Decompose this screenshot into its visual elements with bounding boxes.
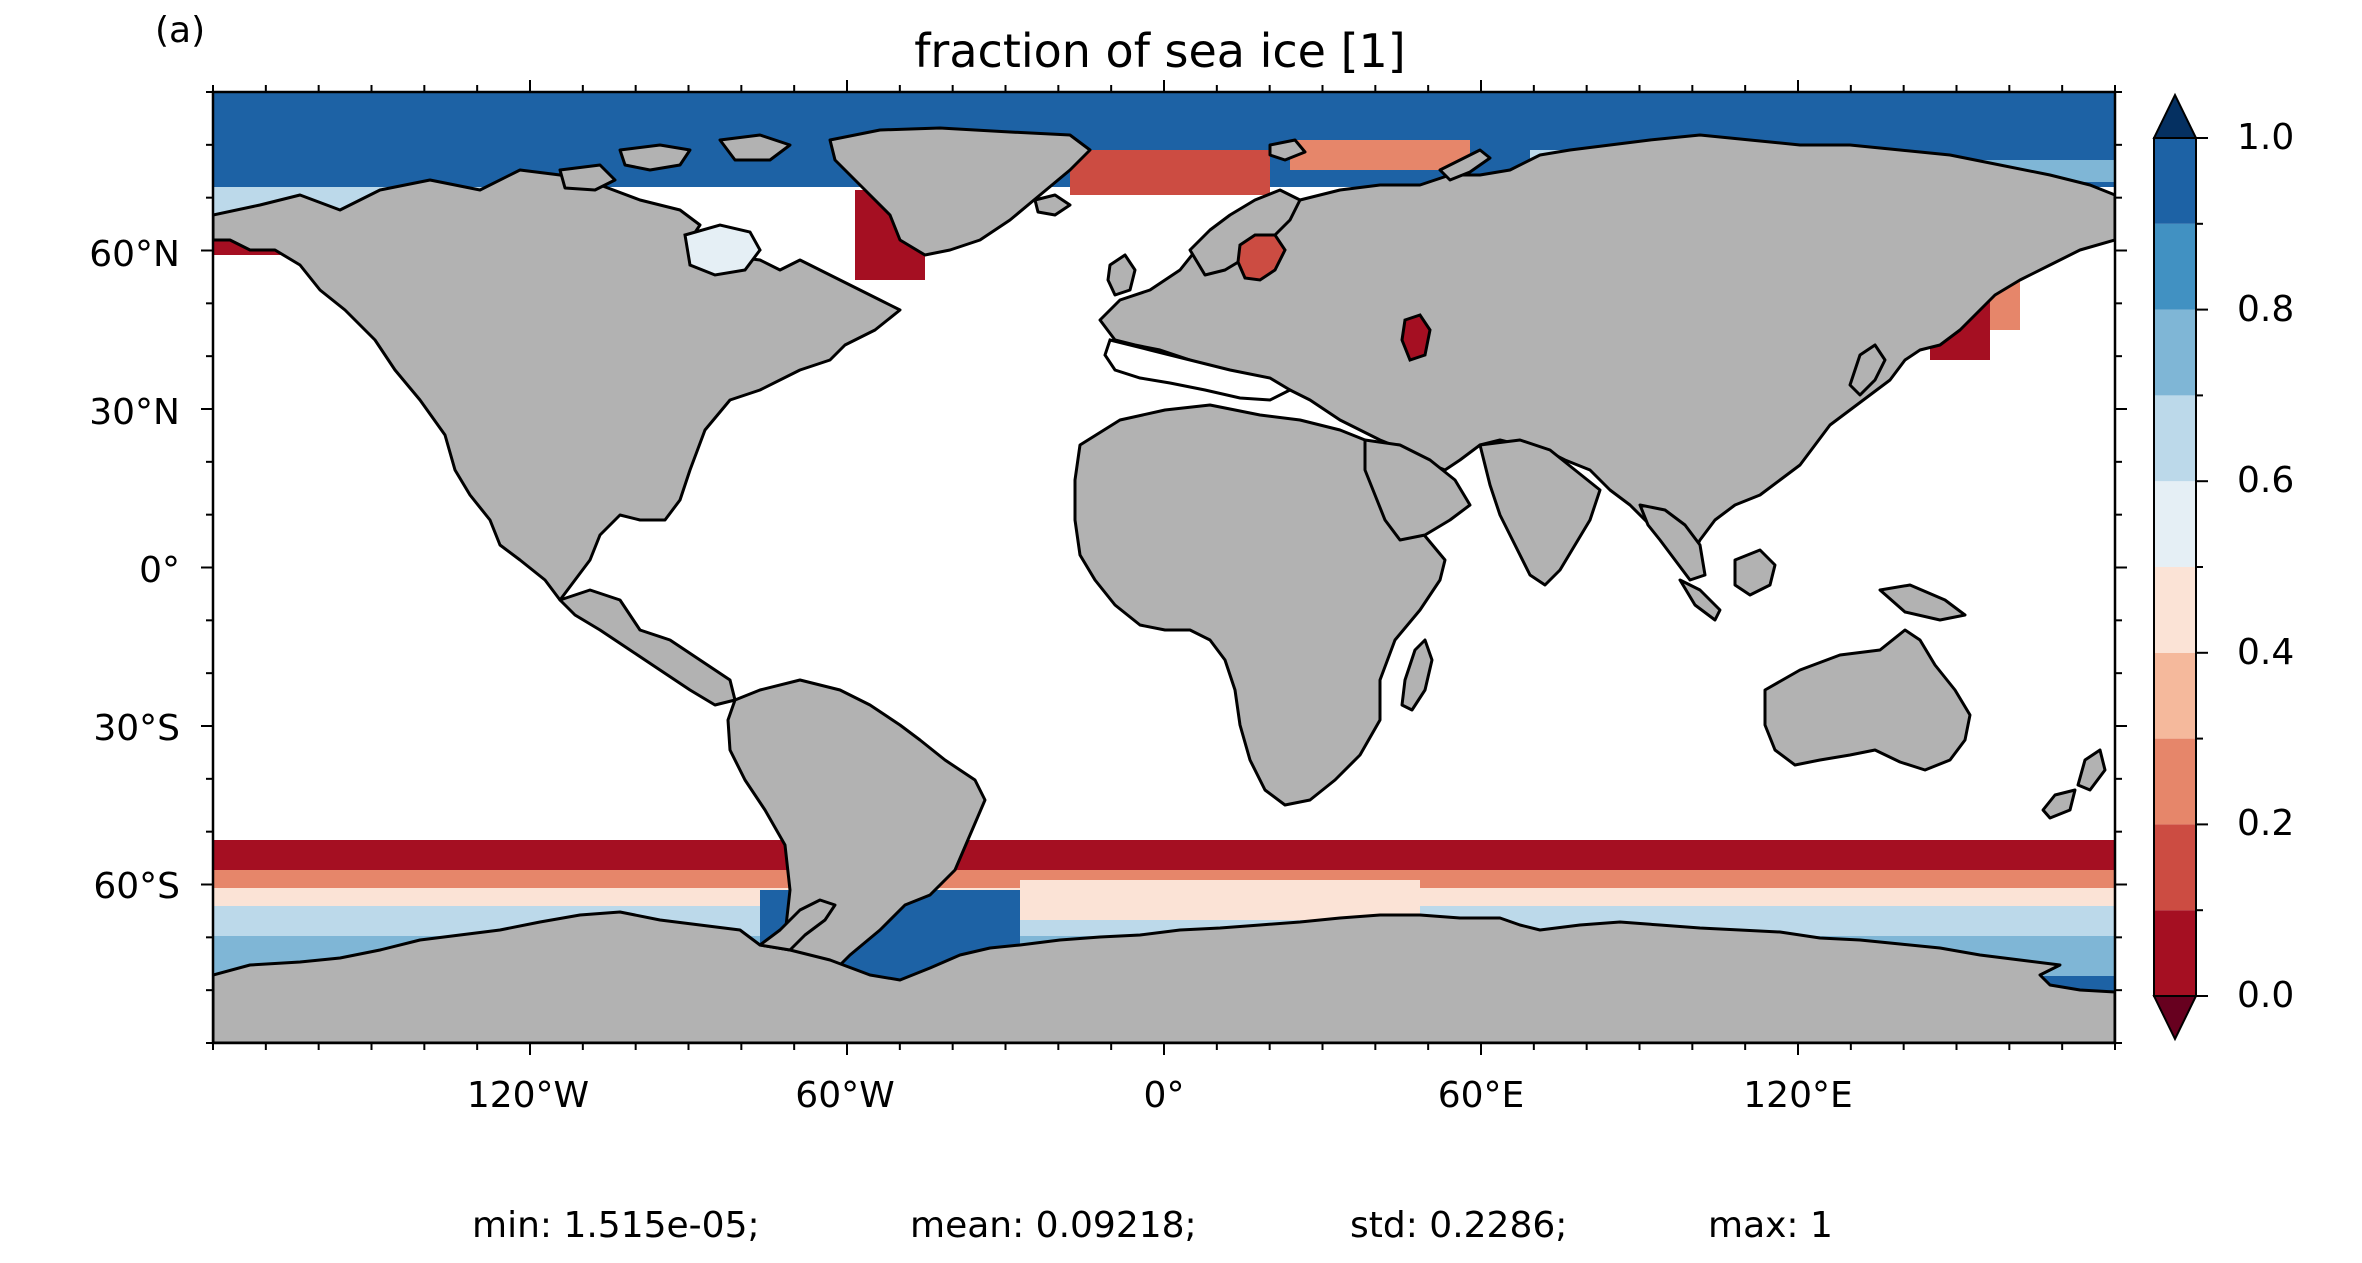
caspian-sea [1400, 313, 1432, 362]
mediterranean-sea [1103, 338, 1294, 402]
colorbar-label-0.6: 0.6 [2237, 460, 2295, 501]
colorbar-label-0.2: 0.2 [2237, 803, 2295, 844]
ice-barents-sea [1290, 140, 1470, 170]
colorbar-bin [2154, 567, 2196, 653]
colorbar-extend-min [2152, 995, 2198, 1042]
panel-label: (a) [155, 10, 206, 51]
colorbar-label-1.0: 1.0 [2237, 117, 2295, 158]
land-british-isles [1106, 253, 1137, 297]
hudson-bay [683, 223, 762, 277]
map-title: fraction of sea ice [1] [914, 24, 1406, 78]
colorbar-extend-max [2152, 92, 2198, 139]
land-north-america [213, 168, 902, 602]
stat-min: min: 1.515e-05; [472, 1205, 760, 1246]
colorbar-label-0.4: 0.4 [2237, 632, 2295, 673]
lon-label-0: 0° [1143, 1075, 1185, 1116]
colorbar-bin [2154, 309, 2196, 396]
land-new-zealand [2076, 748, 2107, 792]
land-new-guinea [1878, 583, 1967, 622]
ice-southern-edge [213, 840, 2115, 870]
baltic-sea [1236, 233, 1287, 282]
colorbar-bin [2154, 223, 2196, 310]
ice-southern-band-2 [213, 870, 2115, 888]
land-arctic-island-1 [618, 143, 692, 172]
stat-max: max: 1 [1708, 1205, 1833, 1246]
colorbar-bin [2154, 910, 2196, 996]
stat-mean: mean: 0.09218; [910, 1205, 1197, 1246]
land-madagascar [1400, 638, 1434, 712]
colorbar-label-0.0: 0.0 [2237, 975, 2295, 1016]
land-iceland [1033, 193, 1072, 217]
land-africa [1073, 403, 1447, 807]
land-scandinavia [1188, 188, 1302, 277]
land-arabia [1363, 438, 1472, 542]
colorbar-bin [2154, 652, 2196, 739]
land-novaya-zemlya [1438, 148, 1492, 182]
lon-label-120w: 120°W [466, 1075, 590, 1116]
lat-label-0: 0° [139, 550, 180, 591]
land-antarctic-peninsula [758, 898, 837, 952]
lat-label-60n: 60°N [89, 234, 180, 275]
land-australia [1763, 628, 1972, 772]
land-sumatra [1678, 578, 1722, 622]
land-new-zealand-south [2041, 788, 2077, 820]
map-axis-ticks [201, 80, 2127, 1055]
lat-label-30n: 30°N [89, 392, 180, 433]
ice-lazarev-sea [1020, 880, 1420, 920]
lon-label-60e: 60°E [1437, 1075, 1525, 1116]
land-greenland [828, 126, 1092, 257]
land-japan [1848, 343, 1887, 397]
land-southeast-asia [1638, 503, 1707, 582]
land-arctic-island-3 [718, 133, 792, 162]
stat-std: std: 0.2286; [1350, 1205, 1568, 1246]
colorbar-bin [2154, 481, 2196, 567]
colorbar-bin [2154, 824, 2196, 911]
lon-label-60w: 60°W [795, 1075, 895, 1116]
land-india [1478, 438, 1602, 587]
colorbar-label-0.8: 0.8 [2237, 289, 2295, 330]
colorbar-bin [2154, 395, 2196, 482]
colorbar-bin [2154, 738, 2196, 825]
land-antarctica [213, 910, 2115, 1043]
colorbar-bin [2154, 138, 2196, 224]
land-masses [213, 126, 2115, 1043]
lat-label-30s: 30°S [93, 708, 180, 749]
land-svalbard [1268, 138, 1307, 162]
ice-greenland-sea [1070, 150, 1270, 195]
lon-label-120e: 120°E [1743, 1075, 1853, 1116]
land-arctic-island-2 [558, 163, 617, 192]
land-borneo [1733, 548, 1777, 597]
colorbar [2152, 92, 2208, 1042]
lat-label-60s: 60°S [93, 866, 180, 907]
